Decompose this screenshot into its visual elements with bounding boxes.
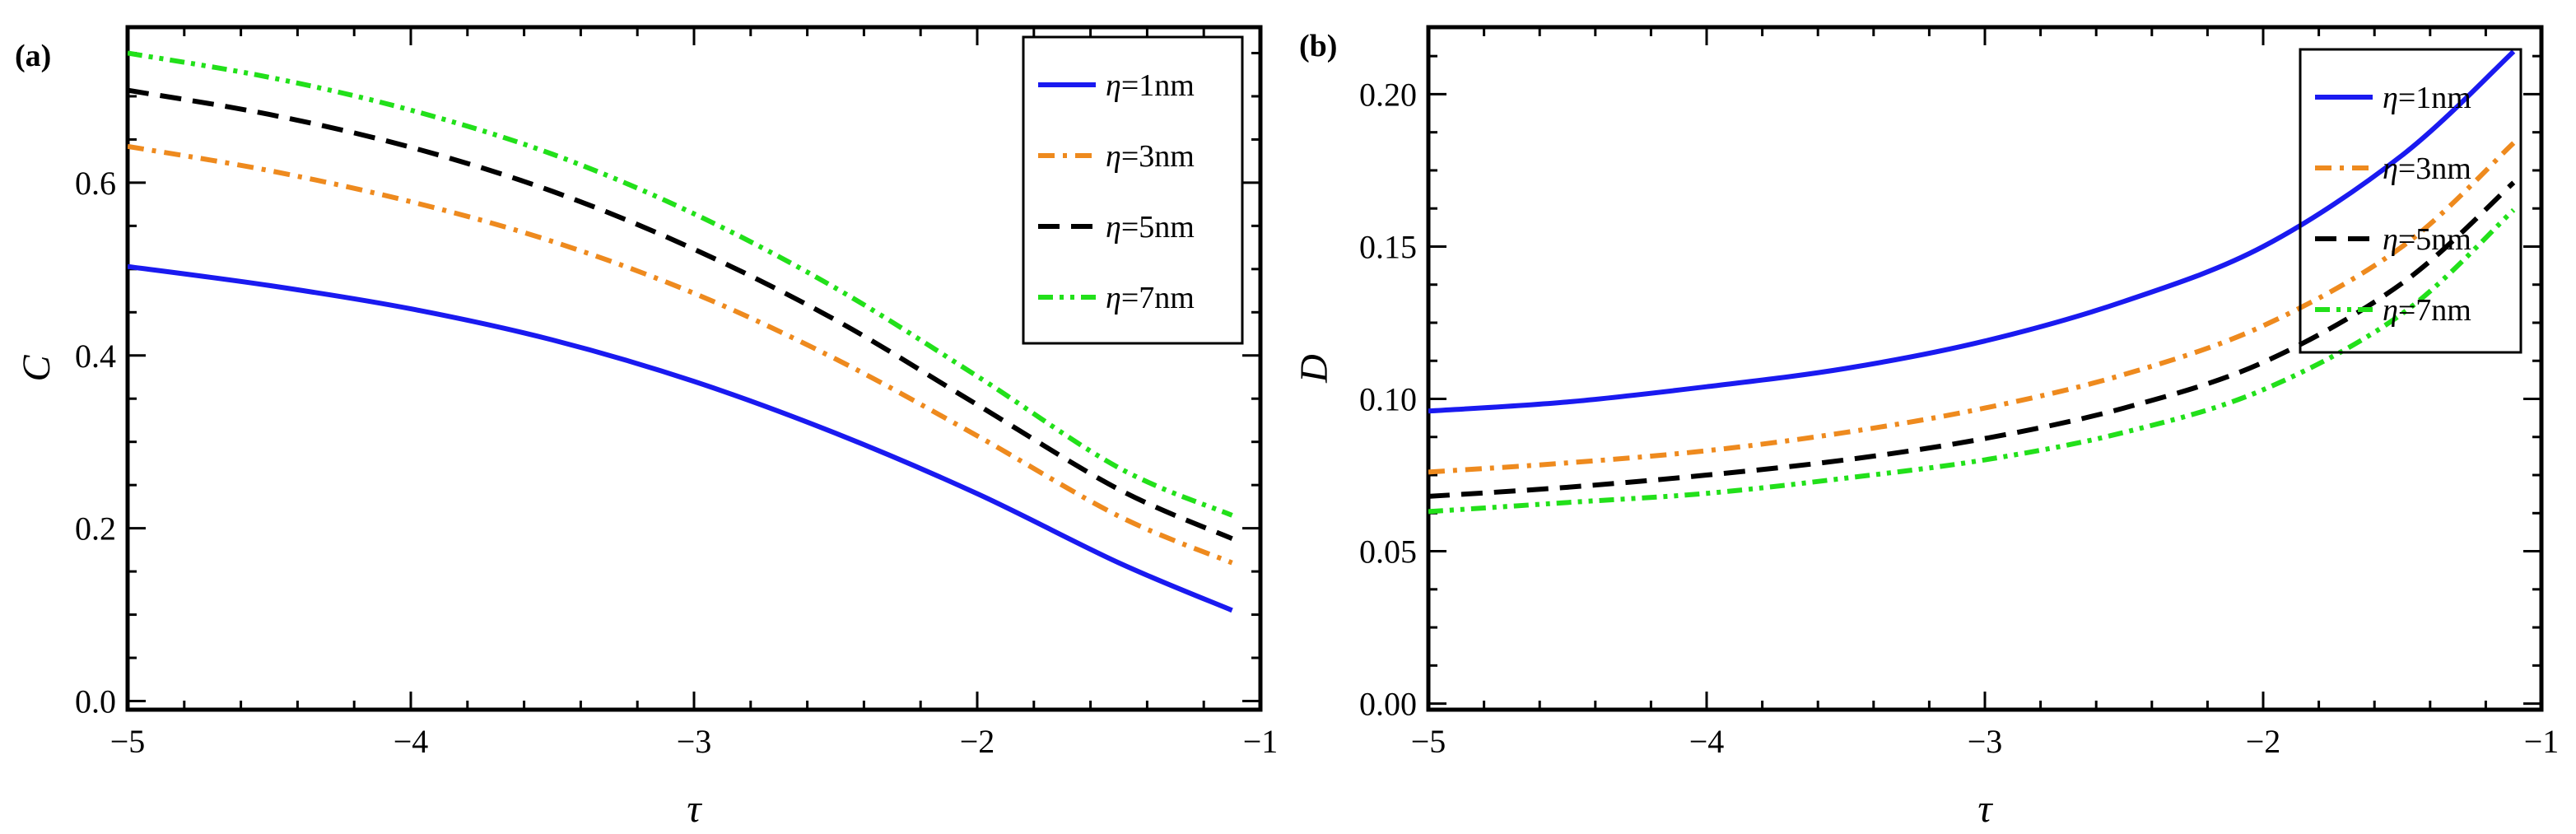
legend-label: η=3nm xyxy=(2383,151,2471,186)
x-tick-label: −4 xyxy=(1689,723,1725,760)
x-tick-label: −1 xyxy=(2524,723,2560,760)
series-line xyxy=(1428,49,2516,414)
legend-symbol: η xyxy=(2383,293,2398,328)
legend-label: η=5nm xyxy=(1106,210,1195,245)
legend-box xyxy=(2299,48,2522,354)
legend-value: =7nm xyxy=(2398,293,2471,328)
series-line xyxy=(1428,207,2516,515)
chart-panel-a: −5 −4 −3 −2 −10.00.20.40.6τC(a)η=1nmη=3nmη=5… xyxy=(15,25,1279,831)
y-tick-label: 0.05 xyxy=(1359,533,1417,571)
y-tick-label: 0.0 xyxy=(75,683,116,720)
legend-symbol: η xyxy=(1106,281,1121,315)
series-line xyxy=(128,263,1233,613)
series-group xyxy=(128,50,1233,613)
legend-symbol: η xyxy=(1106,139,1121,174)
y-tick-label: 0.20 xyxy=(1359,76,1417,113)
y-tick-label: 0.4 xyxy=(75,338,116,375)
x-tick-label: −3 xyxy=(677,723,712,760)
series-line xyxy=(128,143,1233,566)
series-line xyxy=(128,50,1233,518)
legend-label: η=7nm xyxy=(1106,281,1195,315)
x-tick-label: −5 xyxy=(110,723,146,760)
y-tick-label: 0.2 xyxy=(75,510,116,547)
legend-label: η=3nm xyxy=(1106,139,1195,174)
legend-symbol: η xyxy=(2383,222,2398,257)
legend-label: η=7nm xyxy=(2383,293,2471,328)
legend-box xyxy=(1022,35,1244,345)
legend-symbol: η xyxy=(2383,81,2398,115)
legend-value: =1nm xyxy=(1121,68,1195,103)
y-axis-label: D xyxy=(1293,354,1336,384)
chart-panel-b: −5 −4 −3 −2 −10.000.050.100.150.20τD(b)η=1nm… xyxy=(1293,25,2560,831)
x-tick-label: −4 xyxy=(394,723,429,760)
legend-value: =7nm xyxy=(1121,281,1195,315)
panel-label: (b) xyxy=(1299,29,1337,63)
legend-value: =3nm xyxy=(1121,139,1195,174)
legend-symbol: η xyxy=(1106,210,1121,245)
legend-value: =3nm xyxy=(2398,151,2471,186)
y-tick-label: 0.00 xyxy=(1359,686,1417,723)
y-tick-label: 0.10 xyxy=(1359,381,1417,418)
x-tick-label: −1 xyxy=(1243,723,1279,760)
legend-value: =1nm xyxy=(2398,81,2471,115)
y-tick-label: 0.15 xyxy=(1359,228,1417,265)
series-line xyxy=(1428,141,2516,475)
x-axis-label: τ xyxy=(687,787,702,831)
x-tick-label: −5 xyxy=(1411,723,1446,760)
legend-label: η=5nm xyxy=(2383,222,2471,257)
y-axis-label: C xyxy=(15,355,58,382)
x-tick-label: −3 xyxy=(1968,723,2003,760)
legend-value: =5nm xyxy=(2398,222,2471,257)
legend-value: =5nm xyxy=(1121,210,1195,245)
legend-symbol: η xyxy=(2383,151,2398,186)
x-tick-label: −2 xyxy=(2246,723,2281,760)
legend-label: η=1nm xyxy=(1106,68,1195,103)
x-axis-label: τ xyxy=(1977,787,1993,831)
x-tick-label: −2 xyxy=(960,723,995,760)
legend-label: η=1nm xyxy=(2383,81,2471,115)
y-tick-label: 0.6 xyxy=(75,165,116,202)
series-line xyxy=(128,87,1233,541)
legend-symbol: η xyxy=(1106,68,1121,103)
panel-label: (a) xyxy=(15,39,51,73)
